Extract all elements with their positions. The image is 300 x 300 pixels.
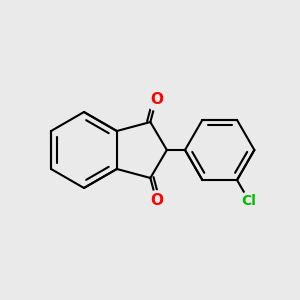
Text: O: O	[150, 194, 163, 208]
Text: O: O	[150, 92, 163, 106]
Text: Cl: Cl	[242, 194, 256, 208]
